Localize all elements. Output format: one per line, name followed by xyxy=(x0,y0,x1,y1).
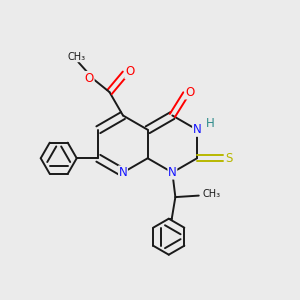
Text: N: N xyxy=(118,166,127,179)
Text: CH₃: CH₃ xyxy=(68,52,86,62)
Text: S: S xyxy=(225,152,233,165)
Text: O: O xyxy=(185,86,194,99)
Text: N: N xyxy=(193,123,201,136)
Text: O: O xyxy=(85,71,94,85)
Text: H: H xyxy=(206,117,215,130)
Text: N: N xyxy=(168,166,177,179)
Text: CH₃: CH₃ xyxy=(202,189,220,199)
Text: O: O xyxy=(125,65,134,79)
